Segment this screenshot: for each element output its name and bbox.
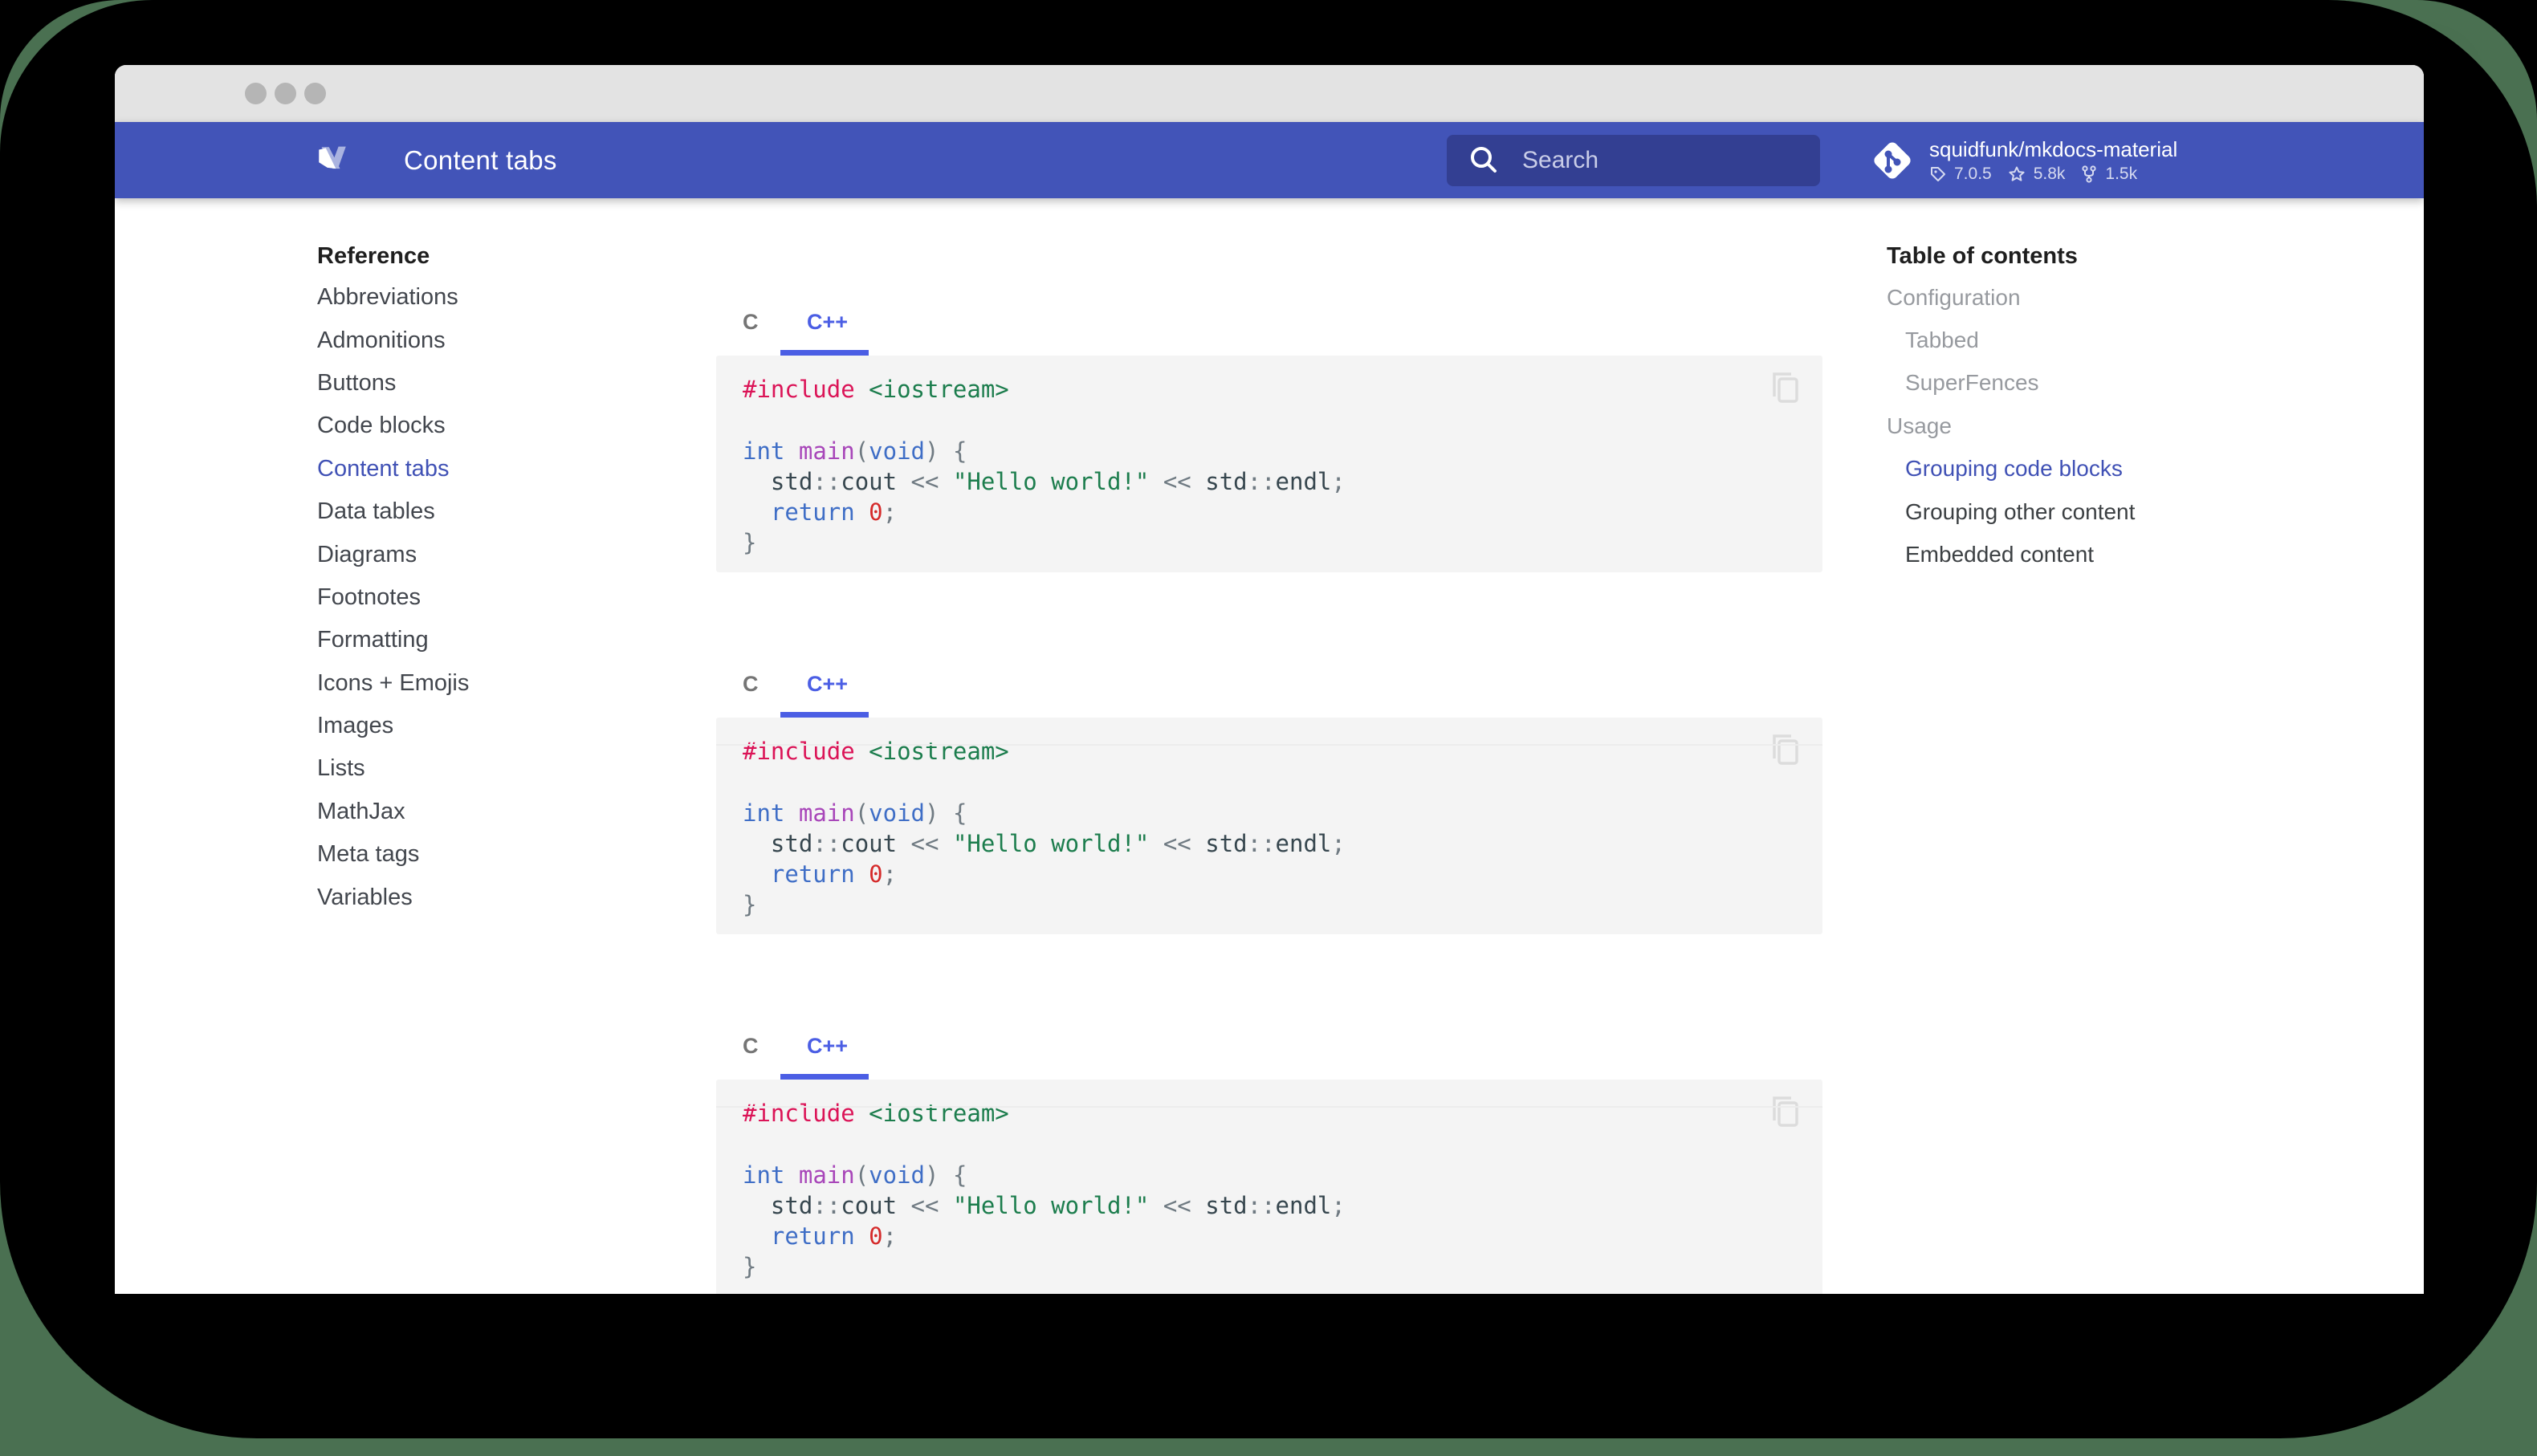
copy-button[interactable] — [1769, 733, 1802, 768]
sidebar-item-mathjax[interactable]: MathJax — [317, 798, 405, 824]
sidebar-item-lists[interactable]: Lists — [317, 755, 365, 782]
sidebar-heading: Reference — [317, 242, 430, 269]
active-tab-indicator — [780, 1074, 869, 1080]
code-text: #include <iostream> int main(void) { std… — [743, 376, 1346, 557]
tag-icon — [1931, 167, 1945, 181]
code-text: #include <iostream> int main(void) { std… — [743, 738, 1346, 919]
toc-heading: Table of contents — [1887, 242, 2078, 269]
code-text: #include <iostream> int main(void) { std… — [743, 1100, 1346, 1281]
sidebar-item-abbreviations[interactable]: Abbreviations — [317, 284, 458, 311]
active-tab-indicator — [780, 350, 869, 356]
repo-stars: 5.8k — [2033, 165, 2066, 183]
toc-item-grouping-other-content[interactable]: Grouping other content — [1905, 498, 2136, 524]
sidebar-item-footnotes[interactable]: Footnotes — [317, 584, 421, 610]
search-placeholder: Search — [1522, 147, 1599, 173]
search-box[interactable]: Search — [1447, 135, 1820, 186]
sidebar-item-content-tabs[interactable]: Content tabs — [317, 455, 450, 482]
tab-c[interactable]: C — [743, 309, 759, 334]
tab-cpp[interactable]: C++ — [807, 1033, 849, 1058]
toc-item-superfences[interactable]: SuperFences — [1905, 370, 2039, 396]
copy-button[interactable] — [1769, 371, 1802, 406]
toc-item-tabbed[interactable]: Tabbed — [1905, 327, 1979, 353]
sidebar-item-formatting[interactable]: Formatting — [317, 627, 429, 653]
window-titlebar — [115, 65, 2424, 122]
table-of-contents: Table of contents Configuration Tabbed Sup… — [1887, 236, 2256, 576]
sidebar-item-code-blocks[interactable]: Code blocks — [317, 413, 446, 439]
sidebar-item-meta-tags[interactable]: Meta tags — [317, 841, 420, 868]
repo-version: 7.0.5 — [1954, 165, 1992, 183]
site-logo-icon[interactable] — [315, 141, 352, 178]
fork-icon — [2082, 165, 2097, 183]
git-icon — [1874, 142, 1911, 179]
search-icon — [1471, 147, 1497, 173]
window-control-minimize[interactable] — [275, 83, 296, 104]
window-control-close[interactable] — [245, 83, 267, 104]
app-header: Content tabs Search squidf — [115, 122, 2424, 198]
tab-list: C C++ — [716, 294, 1822, 356]
window-control-maximize[interactable] — [304, 83, 326, 104]
sidebar-item-admonitions[interactable]: Admonitions — [317, 327, 446, 353]
active-tab-indicator — [780, 712, 869, 718]
copy-icon — [1773, 372, 1798, 403]
page-title: Content tabs — [404, 144, 557, 175]
tab-cpp[interactable]: C++ — [807, 671, 849, 696]
code-block: #include <iostream> int main(void) { std… — [716, 718, 1822, 934]
sidebar-item-variables[interactable]: Variables — [317, 884, 413, 910]
tab-list: C C++ — [716, 1018, 1822, 1080]
tab-list: C C++ — [716, 656, 1822, 718]
sidebar-item-diagrams[interactable]: Diagrams — [317, 541, 417, 567]
repo-forks: 1.5k — [2105, 165, 2138, 183]
tab-group-2: C C++ #include <iostream> int main(void) {… — [716, 656, 1822, 934]
tab-group-1: C C++ #include <iostream> int main(void) {… — [716, 294, 1822, 572]
sidebar-item-data-tables[interactable]: Data tables — [317, 498, 435, 525]
toc-item-configuration[interactable]: Configuration — [1887, 284, 2021, 310]
sidebar-item-buttons[interactable]: Buttons — [317, 369, 397, 396]
repo-link[interactable]: squidfunk/mkdocs-material 7.0.5 5.8k — [1867, 130, 2177, 191]
code-block: #include <iostream> int main(void) { std… — [716, 1080, 1822, 1294]
section-divider — [716, 1106, 1822, 1108]
tab-c[interactable]: C — [743, 1033, 759, 1058]
code-block: #include <iostream> int main(void) { std… — [716, 356, 1822, 572]
tab-c[interactable]: C — [743, 671, 759, 696]
browser-window: Content tabs Search squidf — [115, 65, 2424, 1294]
repo-name: squidfunk/mkdocs-material — [1929, 137, 2178, 161]
sidebar-nav: Reference Abbreviations Admonitions Button… — [317, 236, 654, 919]
toc-item-embedded-content[interactable]: Embedded content — [1905, 542, 2095, 567]
sidebar-item-images[interactable]: Images — [317, 713, 394, 739]
toc-item-grouping-code-blocks[interactable]: Grouping code blocks — [1905, 456, 2123, 482]
tab-group-3: C C++ #include <iostream> int main(void) {… — [716, 1018, 1822, 1294]
tab-cpp[interactable]: C++ — [807, 309, 849, 334]
section-divider — [716, 744, 1822, 746]
toc-item-usage[interactable]: Usage — [1887, 413, 1952, 438]
copy-button[interactable] — [1769, 1095, 1802, 1130]
copy-icon — [1773, 1096, 1798, 1127]
star-icon — [2009, 166, 2025, 181]
repo-facts: 7.0.5 5.8k 1.5k — [1929, 165, 2177, 184]
sidebar-item-icons-emojis[interactable]: Icons + Emojis — [317, 669, 470, 696]
copy-icon — [1773, 734, 1798, 765]
